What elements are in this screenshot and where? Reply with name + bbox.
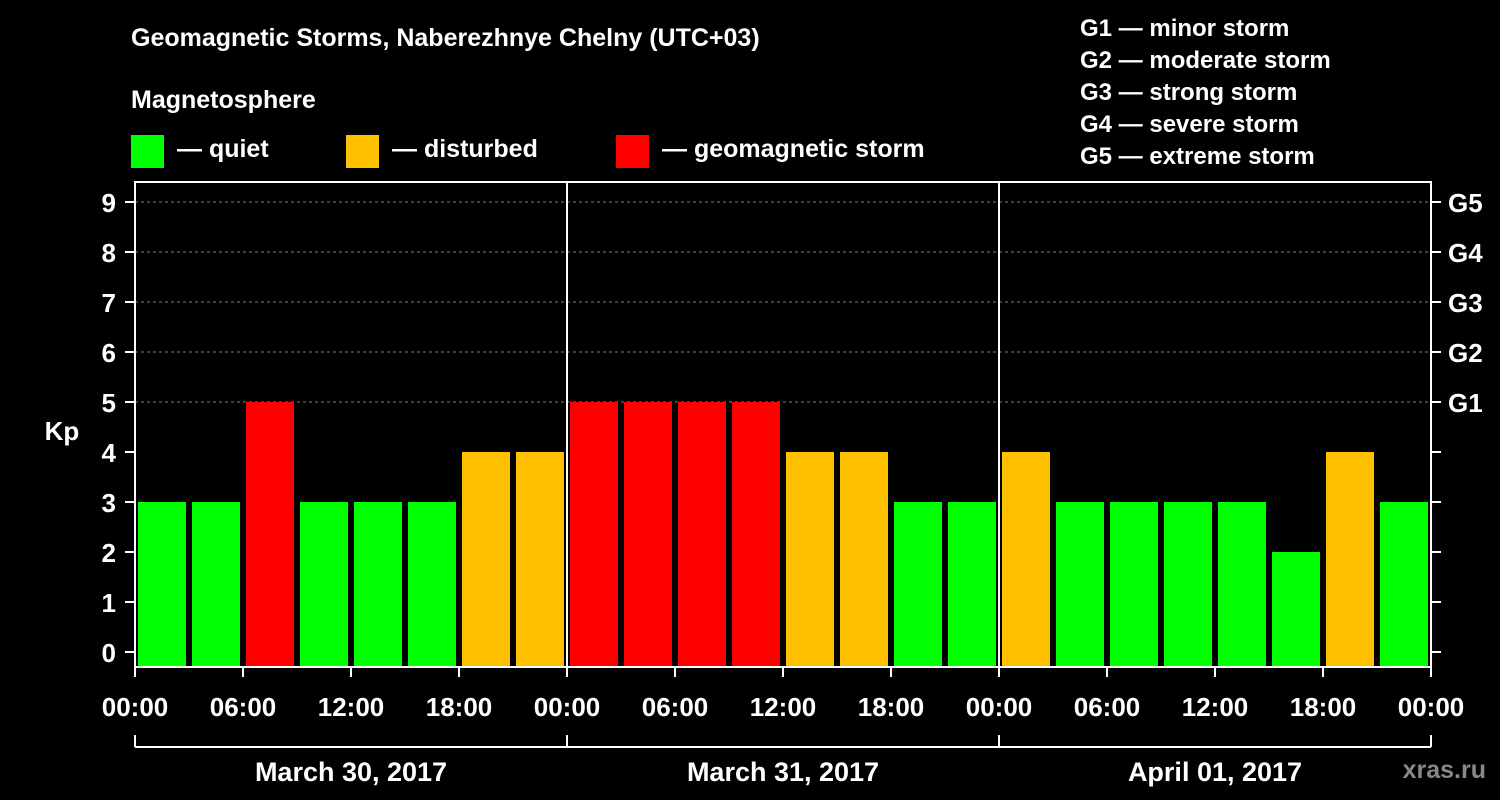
x-tick-label-0: 00:00: [102, 692, 169, 722]
bar-23: [1380, 502, 1428, 667]
day-label-1: March 31, 2017: [687, 757, 879, 787]
y-tick-label-9: 9: [102, 188, 116, 218]
y-tick-label-2: 2: [102, 538, 116, 568]
bar-17: [1056, 502, 1104, 667]
x-tick-label-7: 18:00: [858, 692, 925, 722]
x-tick-label-8: 00:00: [966, 692, 1033, 722]
y-tick-label-7: 7: [102, 288, 116, 318]
y-tick-label-8: 8: [102, 238, 116, 268]
day-label-0: March 30, 2017: [255, 757, 447, 787]
y-tick-label-6: 6: [102, 338, 116, 368]
g-axis-label-g1: G1: [1448, 388, 1483, 418]
x-tick-label-2: 12:00: [318, 692, 385, 722]
y-tick-label-1: 1: [102, 588, 116, 618]
watermark: xras.ru: [1402, 756, 1486, 784]
bar-1: [192, 502, 240, 667]
g-axis-label-g4: G4: [1448, 238, 1483, 268]
x-tick-label-6: 12:00: [750, 692, 817, 722]
legend-label-disturbed: — disturbed: [392, 135, 538, 163]
x-tick-label-9: 06:00: [1074, 692, 1141, 722]
y-tick-label-3: 3: [102, 488, 116, 518]
g-axis-label-g2: G2: [1448, 338, 1483, 368]
bar-19: [1164, 502, 1212, 667]
bar-8: [570, 402, 618, 667]
legend-swatch-disturbed: [346, 135, 379, 168]
bar-15: [948, 502, 996, 667]
chart-title: Geomagnetic Storms, Naberezhnye Chelny (…: [131, 24, 760, 52]
bar-16: [1002, 452, 1050, 667]
day-label-2: April 01, 2017: [1128, 757, 1302, 787]
legend-label-quiet: — quiet: [177, 135, 269, 163]
y-tick-label-0: 0: [102, 638, 116, 668]
x-tick-label-4: 00:00: [534, 692, 601, 722]
x-tick-label-1: 06:00: [210, 692, 277, 722]
bar-4: [354, 502, 402, 667]
g-scale-g3: G3 — strong storm: [1080, 79, 1298, 106]
x-tick-label-3: 18:00: [426, 692, 493, 722]
x-tick-label-10: 12:00: [1182, 692, 1249, 722]
y-axis-label: Kp: [45, 416, 80, 446]
bar-5: [408, 502, 456, 667]
bar-3: [300, 502, 348, 667]
legend-swatch-storm: [616, 135, 649, 168]
bar-14: [894, 502, 942, 667]
g-scale-g1: G1 — minor storm: [1080, 15, 1290, 42]
bar-22: [1326, 452, 1374, 667]
x-tick-label-5: 06:00: [642, 692, 709, 722]
legend-heading: Magnetosphere: [131, 86, 316, 114]
legend-label-storm: — geomagnetic storm: [662, 135, 925, 163]
bar-10: [678, 402, 726, 667]
bar-20: [1218, 502, 1266, 667]
bar-18: [1110, 502, 1158, 667]
bar-0: [138, 502, 186, 667]
bar-6: [462, 452, 510, 667]
y-tick-label-5: 5: [102, 388, 116, 418]
bar-11: [732, 402, 780, 667]
x-tick-label-12: 00:00: [1398, 692, 1465, 722]
g-axis-label-g3: G3: [1448, 288, 1483, 318]
g-axis-label-g5: G5: [1448, 188, 1483, 218]
bar-2: [246, 402, 294, 667]
y-tick-label-4: 4: [102, 438, 117, 468]
g-scale-g4: G4 — severe storm: [1080, 111, 1299, 138]
g-scale-g5: G5 — extreme storm: [1080, 143, 1315, 170]
legend-swatch-quiet: [131, 135, 164, 168]
g-scale-g2: G2 — moderate storm: [1080, 47, 1331, 74]
x-tick-label-11: 18:00: [1290, 692, 1357, 722]
bar-7: [516, 452, 564, 667]
bar-21: [1272, 552, 1320, 667]
bar-13: [840, 452, 888, 667]
bar-9: [624, 402, 672, 667]
bar-12: [786, 452, 834, 667]
